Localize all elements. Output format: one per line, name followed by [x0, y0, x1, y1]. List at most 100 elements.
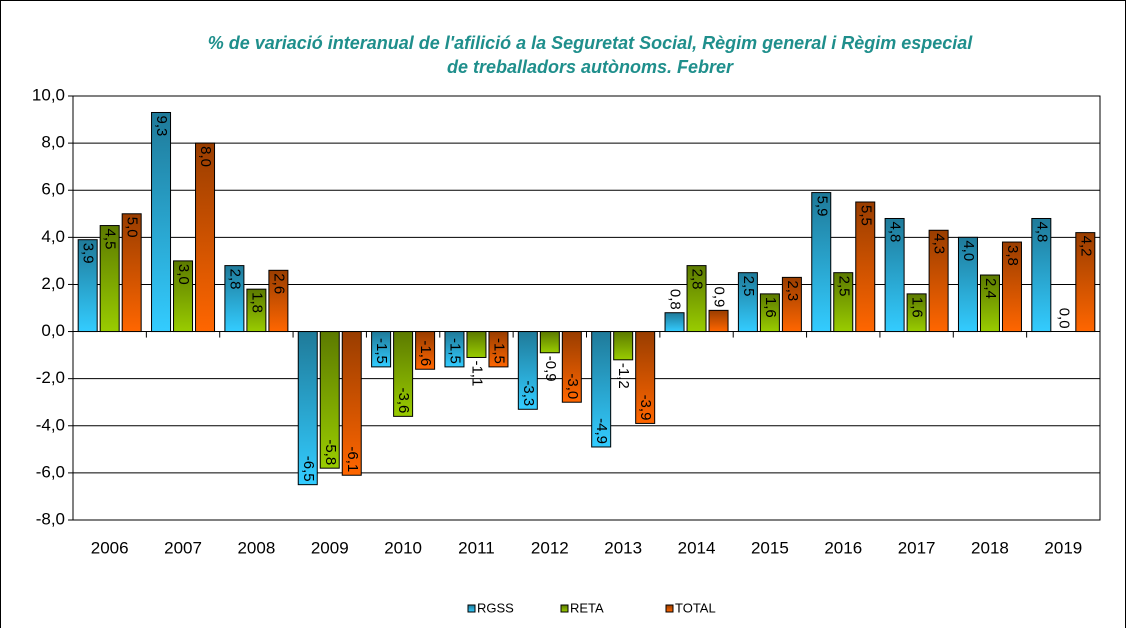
bar — [613, 331, 634, 361]
bar — [319, 331, 340, 469]
bar — [297, 331, 318, 486]
legend-label: RGSS — [477, 600, 514, 615]
y-tick-label: -8,0 — [36, 509, 65, 528]
value-label: 1,8 — [248, 292, 265, 313]
bar — [635, 331, 656, 424]
value-label: 4,8 — [1033, 221, 1050, 242]
value-label: 0,9 — [711, 286, 728, 307]
bar — [151, 111, 172, 333]
x-tick-label: 2006 — [91, 538, 129, 557]
bar — [415, 331, 436, 370]
bar — [268, 269, 289, 333]
x-tick-label: 2007 — [164, 538, 202, 557]
value-label: 2,5 — [740, 276, 757, 297]
bar — [1075, 232, 1096, 333]
bar — [341, 331, 362, 476]
legend-swatch — [665, 604, 674, 613]
chart-title: de treballadors autònoms. Febrer — [447, 57, 734, 77]
value-label: -3,0 — [564, 373, 581, 399]
x-tick-label: 2015 — [751, 538, 789, 557]
value-label: 3,9 — [80, 243, 97, 264]
value-label: 0,8 — [667, 289, 684, 310]
bar — [1001, 241, 1022, 333]
bar — [833, 272, 854, 333]
bar — [759, 293, 780, 333]
value-label: -1,6 — [417, 340, 434, 366]
value-label: 5,0 — [124, 217, 141, 238]
value-label: 3,8 — [1004, 245, 1021, 266]
value-label: 2,3 — [784, 280, 801, 301]
y-tick-label: 10,0 — [32, 85, 65, 104]
x-tick-label: 2016 — [824, 538, 862, 557]
x-tick-label: 2017 — [898, 538, 936, 557]
bar — [855, 201, 876, 333]
bar — [957, 236, 978, 333]
bar — [77, 239, 98, 333]
bar — [686, 265, 707, 333]
value-label: -6,1 — [344, 446, 361, 472]
value-label: -6,5 — [300, 456, 317, 482]
value-label: -5,8 — [322, 439, 339, 465]
value-label: 0,0 — [1055, 308, 1072, 329]
y-tick-label: 4,0 — [41, 227, 65, 246]
bar — [444, 331, 465, 368]
bar — [173, 260, 194, 333]
value-label: -0,9 — [542, 356, 559, 382]
y-tick-label: -6,0 — [36, 462, 65, 481]
x-tick-label: 2008 — [237, 538, 275, 557]
y-tick-label: 6,0 — [41, 180, 65, 199]
value-label: 2,4 — [982, 278, 999, 299]
bar — [517, 331, 538, 410]
value-label: 4,2 — [1077, 236, 1094, 257]
bar — [708, 309, 729, 333]
legend-swatch — [467, 604, 476, 613]
value-label: 8,0 — [197, 146, 214, 167]
x-tick-label: 2012 — [531, 538, 569, 557]
value-label: 4,8 — [887, 221, 904, 242]
value-label: 1,6 — [909, 297, 926, 318]
bar — [488, 331, 509, 368]
value-label: -3,6 — [395, 387, 412, 413]
value-label: 2,8 — [226, 269, 243, 290]
bar — [1031, 217, 1052, 333]
value-label: 4,3 — [931, 233, 948, 254]
y-tick-label: 8,0 — [41, 133, 65, 152]
value-label: 2,5 — [835, 276, 852, 297]
chart-title: % de variació interanual de l'afilició a… — [208, 33, 974, 53]
bar — [591, 331, 612, 448]
y-tick-label: 2,0 — [41, 274, 65, 293]
bar — [99, 225, 120, 333]
bar — [928, 229, 949, 333]
y-tick-label: -2,0 — [36, 368, 65, 387]
bar — [664, 312, 685, 333]
value-label: -1,5 — [490, 338, 507, 364]
value-label: -3,3 — [520, 380, 537, 406]
value-label: -4,9 — [593, 418, 610, 444]
legend-label: TOTAL — [675, 600, 716, 615]
value-label: 9,3 — [153, 115, 170, 136]
value-label: 3,0 — [175, 264, 192, 285]
x-tick-label: 2010 — [384, 538, 422, 557]
bar — [393, 331, 414, 417]
bar — [371, 331, 392, 368]
bar — [195, 142, 216, 333]
value-label: 2,6 — [270, 273, 287, 294]
bar — [906, 293, 927, 333]
value-label: 4,5 — [102, 229, 119, 250]
bar — [466, 331, 487, 358]
legend-label: RETA — [570, 600, 604, 615]
value-label: -1,2 — [615, 363, 632, 389]
x-tick-label: 2019 — [1044, 538, 1082, 557]
y-tick-label: -4,0 — [36, 415, 65, 434]
bar — [781, 276, 802, 333]
value-label: 2,8 — [689, 269, 706, 290]
bar — [561, 331, 582, 403]
value-label: 5,5 — [857, 205, 874, 226]
bar — [121, 213, 142, 333]
legend-swatch — [560, 604, 569, 613]
x-tick-label: 2011 — [458, 538, 495, 557]
value-label: -1,5 — [373, 338, 390, 364]
bar — [811, 192, 832, 333]
bar — [539, 331, 560, 354]
